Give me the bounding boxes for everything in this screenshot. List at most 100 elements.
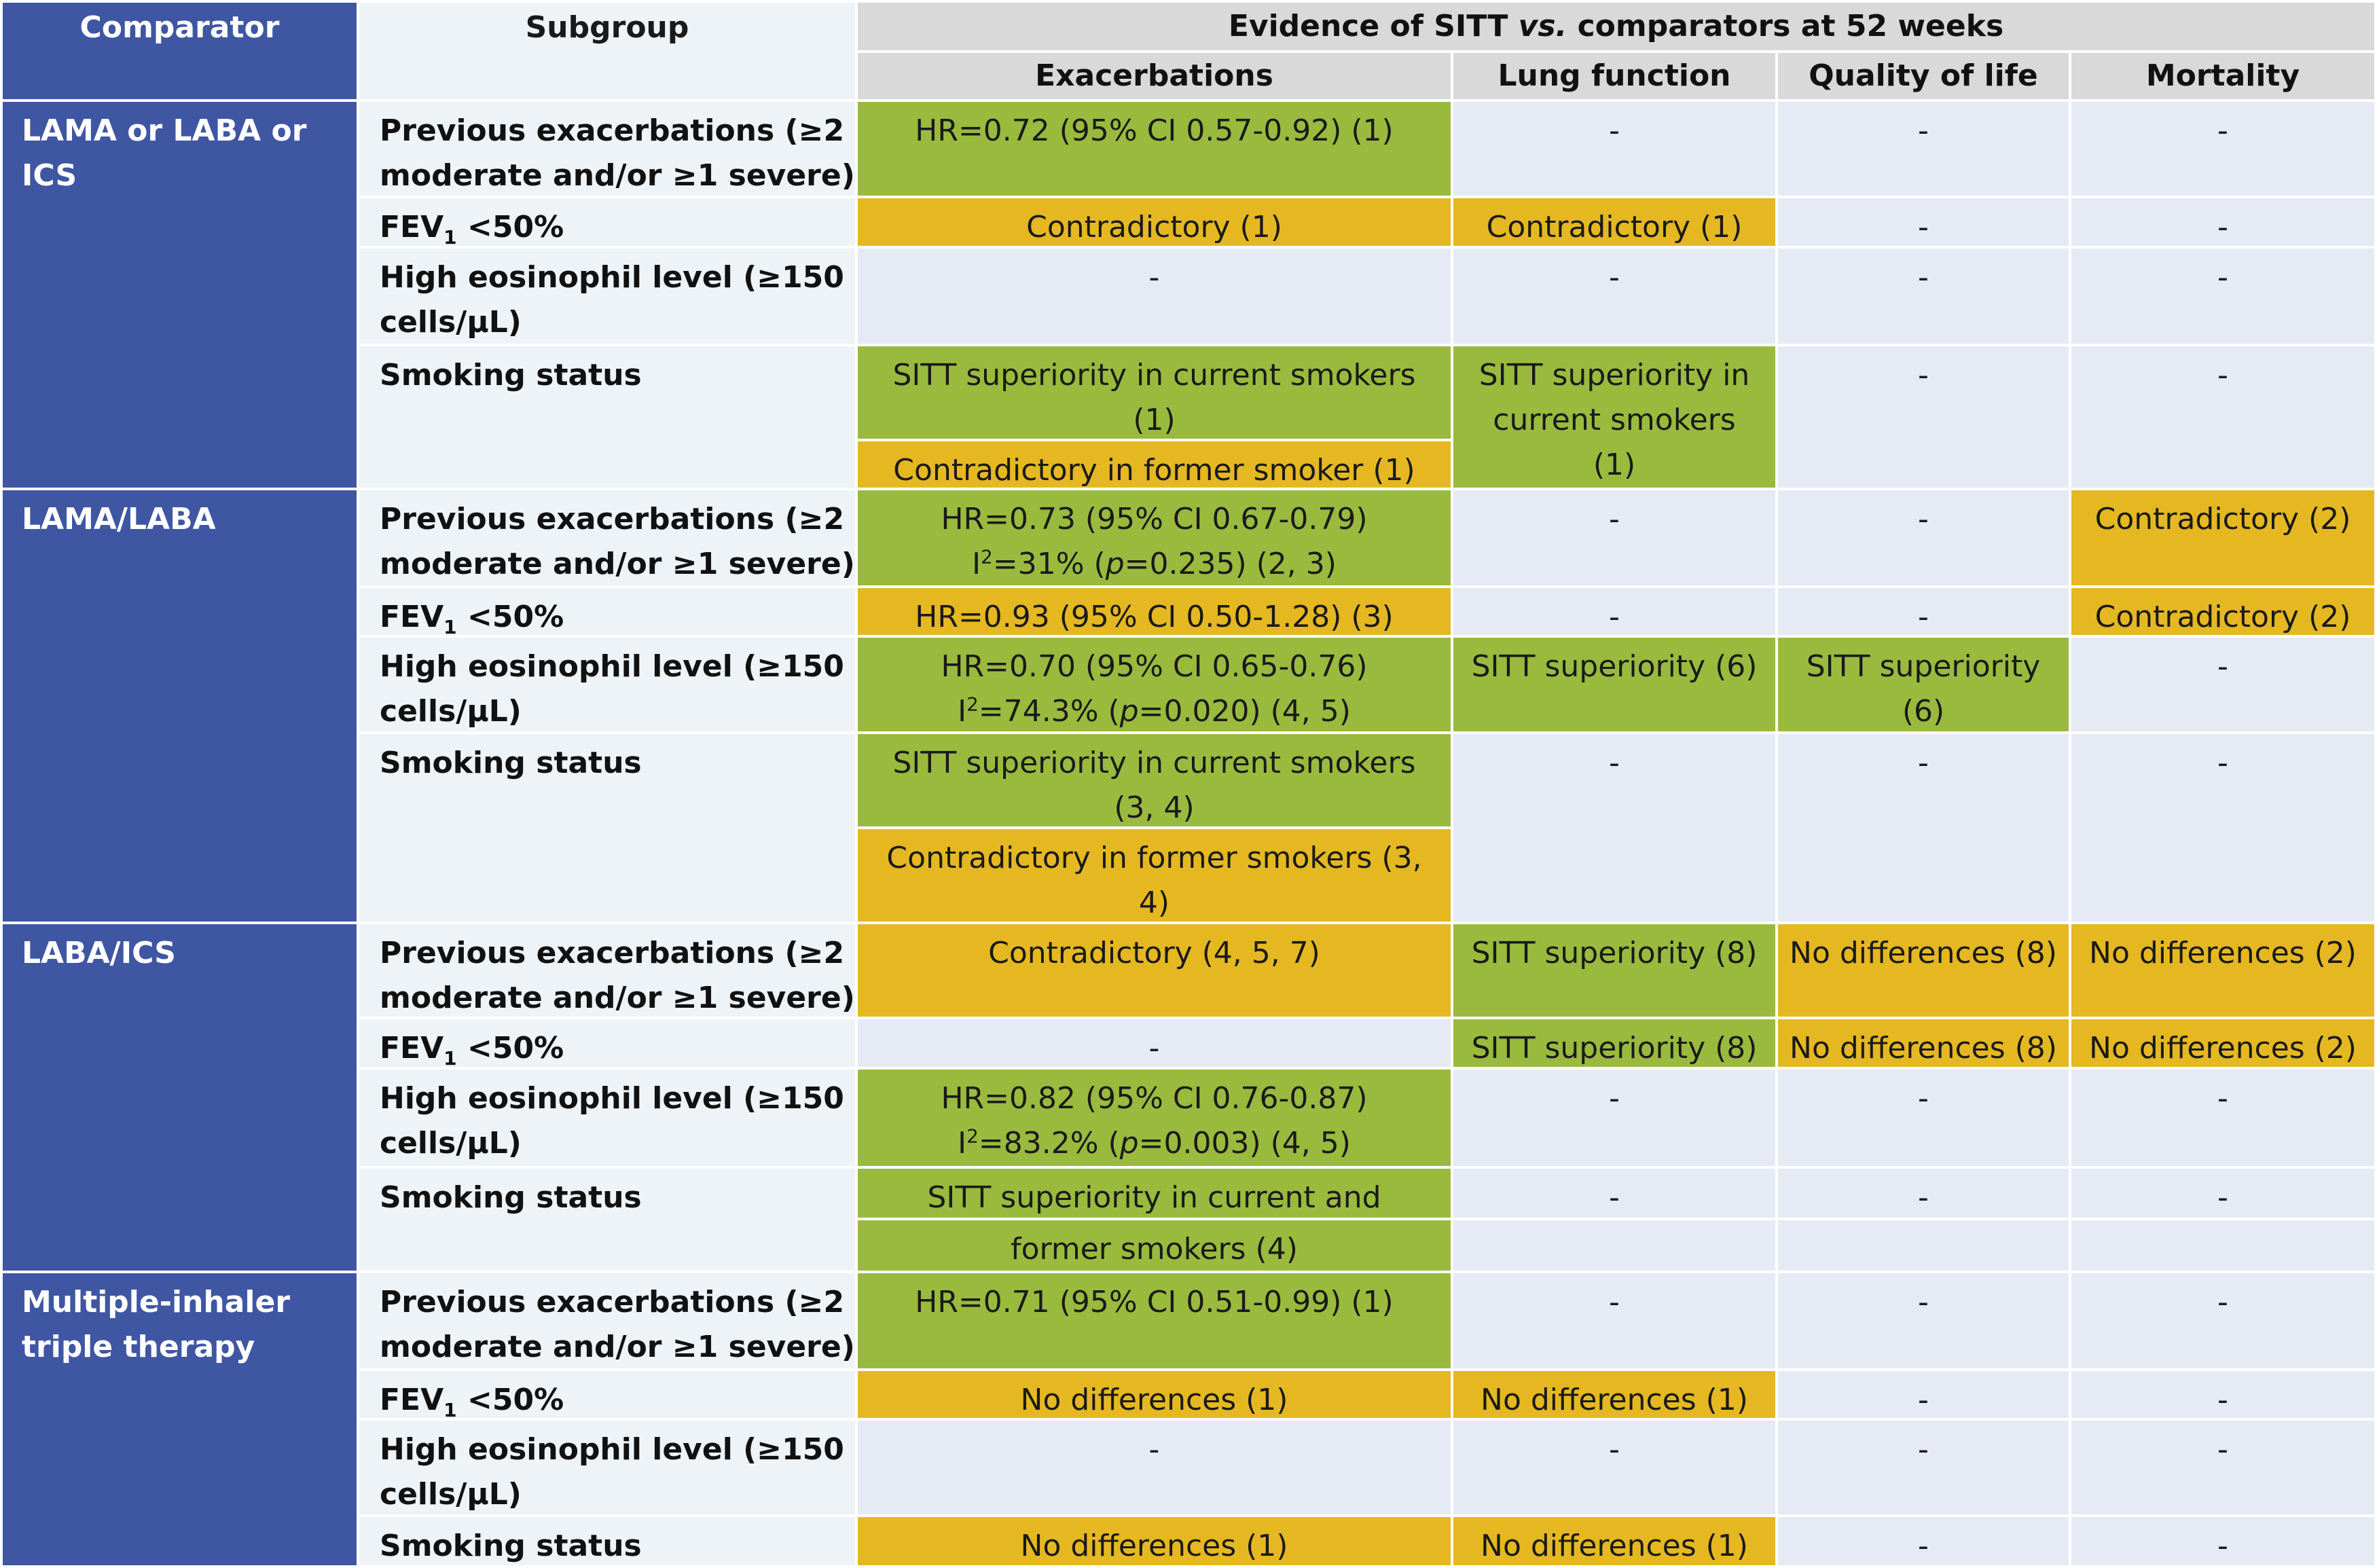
cell-text: - xyxy=(1918,1081,1929,1116)
cell-text: - xyxy=(1609,260,1620,295)
cell-text: - xyxy=(1918,746,1929,780)
subgroup-high-eosinophil: High eosinophil level (≥150 cells/µL) xyxy=(359,638,855,731)
cell-text: Contradictory in former smoker (1) xyxy=(893,453,1415,488)
header-quality-of-life: Quality of life xyxy=(1778,53,2069,99)
fev-threshold: <50% xyxy=(456,210,564,244)
cell-quality-of-life: - xyxy=(1778,734,2069,922)
cell-quality-of-life: No differences (8) xyxy=(1778,1019,2069,1067)
cell-text: SITT superiority (8) xyxy=(1471,936,1758,970)
cell-text-line1: SITT superiority in current smokers xyxy=(892,746,1416,780)
cell-text-line1: Contradictory in former smokers (3, xyxy=(886,841,1422,875)
cell-text: - xyxy=(2217,1529,2228,1563)
cell-text: HR=0.72 (95% CI 0.57-0.92) (1) xyxy=(915,113,1394,148)
cell-text: Contradictory (2) xyxy=(2094,600,2351,634)
cell-text: - xyxy=(1918,1285,1929,1319)
cell-exacerbations-smoking-a: SITT superiority in current and xyxy=(858,1169,1451,1218)
comparator-multiple-inhaler-triple-therapy: Multiple-inhaler triple therapy xyxy=(3,1273,357,1565)
subgroup-smoking-status: Smoking status xyxy=(359,734,855,922)
cell-lung-function: - xyxy=(1453,734,1775,922)
i-squared-exponent: 2 xyxy=(966,1125,979,1148)
cell-quality-of-life: - xyxy=(1778,588,2069,635)
cell-exacerbations: - xyxy=(858,249,1451,344)
cell-mortality: - xyxy=(2071,1517,2374,1565)
cell-text: - xyxy=(2217,1180,2228,1215)
cell-exacerbations: HR=0.71 (95% CI 0.51-0.99) (1) xyxy=(858,1273,1451,1368)
cell-text-line2: (3, 4) xyxy=(1114,790,1195,825)
cell-lung-function: - xyxy=(1453,1169,1775,1218)
cell-lung-function: - xyxy=(1453,588,1775,635)
subgroup-label-line2: moderate and/or ≥1 severe) xyxy=(380,158,855,193)
cell-text-line3: (1) xyxy=(1593,448,1636,482)
fev-threshold: <50% xyxy=(456,1383,564,1417)
cell-mortality: - xyxy=(2071,346,2374,488)
cell-text: - xyxy=(2217,649,2228,684)
cell-quality-of-life: - xyxy=(1778,1421,2069,1514)
cell-text: No differences (1) xyxy=(1481,1383,1748,1417)
cell-text-line1: HR=0.70 (95% CI 0.65-0.76) xyxy=(941,649,1368,684)
subgroup-fev1: FEV1 <50% xyxy=(359,588,855,635)
cell-lung-function: - xyxy=(1453,1070,1775,1166)
cell-mortality: - xyxy=(2071,1371,2374,1418)
cell-text: Contradictory (1) xyxy=(1486,210,1743,244)
subgroup-previous-exacerbations: Previous exacerbations (≥2 moderate and/… xyxy=(359,924,855,1017)
i-squared-value: =74.3% ( xyxy=(978,694,1120,729)
subgroup-label-line2: moderate and/or ≥1 severe) xyxy=(380,1330,855,1364)
subgroup-label: Smoking status xyxy=(380,1529,642,1563)
cell-text: No differences (8) xyxy=(1790,936,2057,970)
i-squared-value: =83.2% ( xyxy=(978,1126,1120,1161)
subgroup-label-line2: cells/µL) xyxy=(380,694,522,729)
cell-lung-function: - xyxy=(1453,1273,1775,1368)
cell-exacerbations: No differences (1) xyxy=(858,1517,1451,1565)
cell-mortality: No differences (2) xyxy=(2071,924,2374,1017)
cell-text: - xyxy=(2217,358,2228,393)
cell-quality-of-life: - xyxy=(1778,1070,2069,1166)
cell-mortality: - xyxy=(2071,249,2374,344)
cell-text: - xyxy=(2217,210,2228,244)
subgroup-high-eosinophil: High eosinophil level (≥150 cells/µL) xyxy=(359,1421,855,1514)
subgroup-label-line1: High eosinophil level (≥150 xyxy=(380,1432,844,1467)
subgroup-label: FEV1 <50% xyxy=(380,1026,564,1067)
cell-text: - xyxy=(2217,1081,2228,1116)
subgroup-fev1: FEV1 <50% xyxy=(359,1019,855,1067)
cell-text: No differences (1) xyxy=(1020,1383,1288,1417)
cell-text: - xyxy=(2217,1285,2228,1319)
comparator-lama-laba: LAMA/LABA xyxy=(3,490,357,922)
cell-quality-of-life: - xyxy=(1778,102,2069,196)
cell-quality-of-life: - xyxy=(1778,249,2069,344)
cell-exacerbations: HR=0.72 (95% CI 0.57-0.92) (1) xyxy=(858,102,1451,196)
cell-text-line2: current smokers xyxy=(1493,403,1736,437)
cell-mortality: - xyxy=(2071,638,2374,731)
header-subgroup: Subgroup xyxy=(359,3,855,99)
header-mortality-label: Mortality xyxy=(2145,58,2300,93)
i-squared-i: I xyxy=(958,694,967,729)
i-squared-value: =31% ( xyxy=(992,547,1106,581)
subgroup-label: Smoking status xyxy=(380,358,642,393)
header-lung-function-label: Lung function xyxy=(1498,58,1731,93)
subgroup-smoking-status: Smoking status xyxy=(359,346,855,488)
cell-text: - xyxy=(1609,1180,1620,1215)
cell-text: SITT superiority (8) xyxy=(1471,1031,1758,1065)
subgroup-label-line1: Previous exacerbations (≥2 xyxy=(380,502,845,536)
cell-text-line2: 4) xyxy=(1138,886,1170,920)
cell-text: HR=0.93 (95% CI 0.50-1.28) (3) xyxy=(915,600,1394,634)
cell-text-line2: I2=74.3% (p=0.020) (4, 5) xyxy=(958,689,1351,731)
cell-text: Contradictory (1) xyxy=(1026,210,1282,244)
header-evidence-pre: Evidence of SITT xyxy=(1228,9,1519,43)
cell-text: No differences (1) xyxy=(1020,1529,1288,1563)
subgroup-high-eosinophil: High eosinophil level (≥150 cells/µL) xyxy=(359,1070,855,1166)
cell-lung-function: - xyxy=(1453,1421,1775,1514)
subgroup-label-line1: High eosinophil level (≥150 xyxy=(380,260,844,295)
cell-exacerbations: - xyxy=(858,1019,1451,1067)
comparator-label: LABA/ICS xyxy=(22,936,176,970)
cell-text: - xyxy=(2217,746,2228,780)
subgroup-label-line2: moderate and/or ≥1 severe) xyxy=(380,981,855,1015)
cell-lung-function: - xyxy=(1453,102,1775,196)
cell-exacerbations: HR=0.70 (95% CI 0.65-0.76) I2=74.3% (p=0… xyxy=(858,638,1451,731)
cell-text: HR=0.71 (95% CI 0.51-0.99) (1) xyxy=(915,1285,1394,1319)
p-value: =0.003) (4, 5) xyxy=(1138,1126,1351,1161)
cell-text: - xyxy=(1918,1432,1929,1467)
p-symbol: p xyxy=(1105,547,1125,581)
cell-text: - xyxy=(1148,1031,1160,1065)
cell-quality-of-life: SITT superiority (6) xyxy=(1778,638,2069,731)
